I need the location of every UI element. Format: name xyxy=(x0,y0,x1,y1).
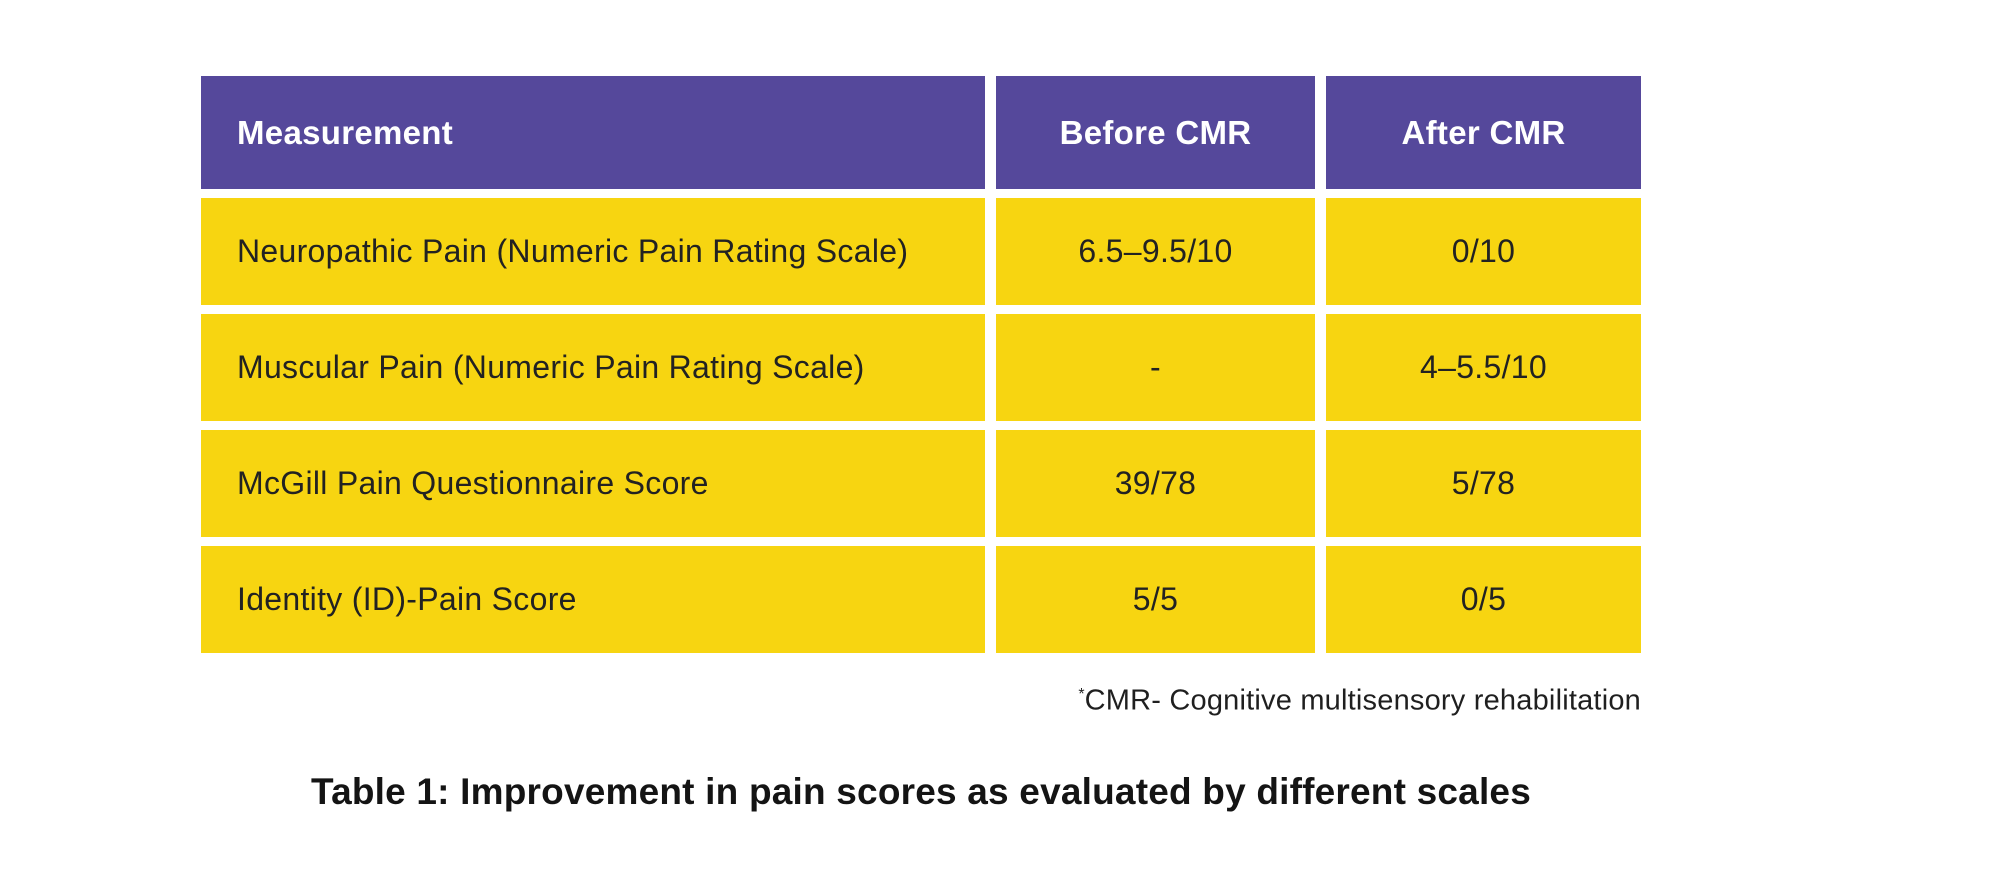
row-neuropathic-pain-after-value: 0/10 xyxy=(1326,198,1641,305)
footnote-text: CMR- Cognitive multisensory rehabilitati… xyxy=(1084,684,1641,717)
row-muscular-pain-label: Muscular Pain (Numeric Pain Rating Scale… xyxy=(201,314,985,421)
column-header-after-cmr: After CMR xyxy=(1326,76,1641,189)
column-header-measurement: Measurement xyxy=(201,76,985,189)
pain-scores-figure: Measurement Before CMR After CMR Neuropa… xyxy=(201,76,1641,813)
row-muscular-pain-after-value: 4–5.5/10 xyxy=(1326,314,1641,421)
row-muscular-pain-before-value: - xyxy=(996,314,1315,421)
row-mcgill-score-before-value: 39/78 xyxy=(996,430,1315,537)
row-id-pain-score-after-value: 0/5 xyxy=(1326,546,1641,653)
row-mcgill-score-label: McGill Pain Questionnaire Score xyxy=(201,430,985,537)
row-mcgill-score-after-value: 5/78 xyxy=(1326,430,1641,537)
row-id-pain-score-before-value: 5/5 xyxy=(996,546,1315,653)
row-neuropathic-pain-label: Neuropathic Pain (Numeric Pain Rating Sc… xyxy=(201,198,985,305)
column-header-before-cmr: Before CMR xyxy=(996,76,1315,189)
table-caption: Table 1: Improvement in pain scores as e… xyxy=(311,770,1531,812)
row-id-pain-score-label: Identity (ID)-Pain Score xyxy=(201,546,985,653)
pain-scores-table: Measurement Before CMR After CMR Neuropa… xyxy=(201,76,1641,653)
row-neuropathic-pain-before-value: 6.5–9.5/10 xyxy=(996,198,1315,305)
footnote: *CMR- Cognitive multisensory rehabilitat… xyxy=(201,675,1641,721)
footnote-asterisk-marker: * xyxy=(1078,686,1085,703)
